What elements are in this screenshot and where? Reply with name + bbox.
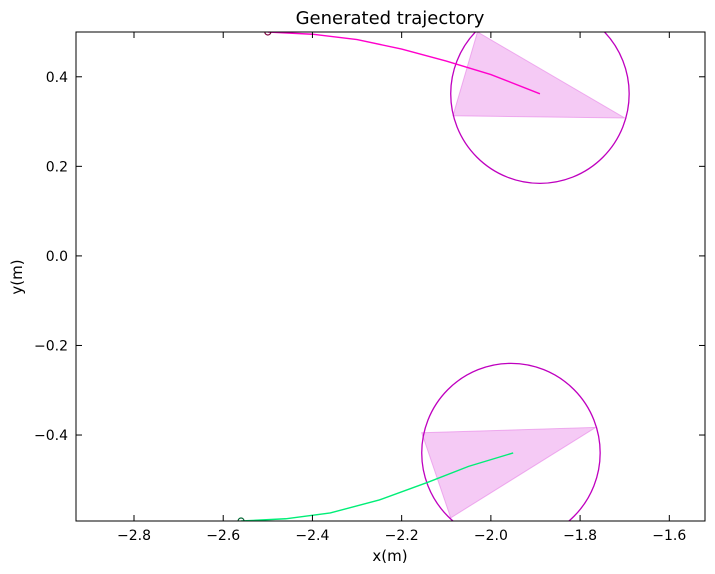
y-tick-label: 0.4 <box>46 70 68 86</box>
x-axis-label: x(m) <box>372 547 407 565</box>
axis-ticks: −2.8 −2.6 −2.4 −2.2 −2.0 −1.8 −1.6 0.4 0.2 0.0 −0.… <box>34 32 705 544</box>
y-axis-label: y(m) <box>8 259 26 294</box>
y-tick-label: −0.4 <box>34 428 68 444</box>
x-tick-label: −2.6 <box>206 528 240 544</box>
x-tick-label: −2.4 <box>295 528 329 544</box>
x-tick-label: −2.8 <box>117 528 151 544</box>
trajectory-line-2 <box>241 452 514 521</box>
x-tick-label: −1.8 <box>563 528 597 544</box>
start-marker-2 <box>237 517 245 521</box>
field-of-view-1 <box>452 32 627 119</box>
field-of-view-2 <box>421 426 598 519</box>
y-tick-label: 0.2 <box>46 159 68 175</box>
plot-frame <box>75 31 706 522</box>
y-tick-label: 0.0 <box>46 249 68 265</box>
y-tick-label: −0.2 <box>34 338 68 354</box>
x-tick-label: −2.2 <box>385 528 419 544</box>
chart-title: Generated trajectory <box>296 8 485 29</box>
x-tick-label: −1.6 <box>652 528 686 544</box>
sensor-circle-2 <box>421 362 601 521</box>
x-tick-label: −2.0 <box>474 528 508 544</box>
plot-area <box>237 32 630 521</box>
sensor-circle-1 <box>450 32 630 184</box>
start-marker-1 <box>264 32 272 36</box>
